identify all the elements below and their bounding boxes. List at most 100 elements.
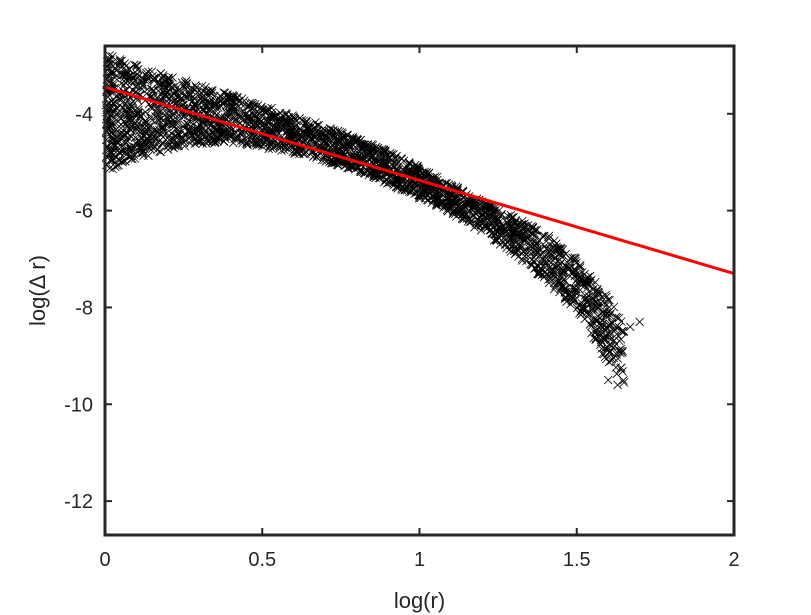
scatter-point [108, 98, 118, 108]
scatter-point [122, 119, 131, 128]
scatter-point [283, 145, 293, 154]
scatter-point [496, 210, 506, 219]
scatter-point [118, 157, 127, 167]
scatter-point [318, 124, 328, 134]
scatter-point [105, 163, 115, 173]
scatter-point [164, 118, 174, 128]
scatter-point [126, 151, 136, 161]
scatter-point [603, 375, 613, 385]
scatter-point [618, 346, 627, 356]
scatter-point [161, 82, 170, 92]
scatter-point [452, 207, 461, 217]
scatter-point [208, 86, 217, 95]
scatter-point [572, 284, 581, 294]
scatter-point [147, 104, 157, 113]
scatter-point [288, 132, 298, 142]
scatter-point [515, 241, 525, 250]
scatter-point [285, 117, 294, 126]
scatter-point [542, 270, 552, 279]
scatter-point [138, 73, 147, 83]
scatter-point [364, 143, 373, 153]
scatter-point [493, 220, 502, 230]
scatter-point [345, 140, 355, 149]
scatter-point [543, 270, 553, 279]
scatter-point [584, 287, 594, 296]
scatter-point [465, 214, 474, 223]
scatter-point [530, 225, 539, 235]
scatter-point [162, 108, 172, 118]
scatter-point [165, 79, 174, 89]
scatter-point [562, 297, 571, 307]
scatter-point [290, 115, 300, 124]
scatter-point [399, 156, 409, 166]
scatter-point [137, 148, 147, 158]
scatter-point [536, 257, 546, 267]
scatter-point [112, 161, 122, 171]
scatter-point [166, 128, 176, 138]
scatter-point [243, 119, 253, 129]
scatter-point [350, 164, 360, 174]
scatter-point [476, 205, 485, 215]
scatter-point [149, 85, 158, 95]
scatter-point [497, 227, 506, 236]
scatter-point [133, 103, 143, 113]
scatter-point [522, 256, 531, 266]
scatter-point [424, 195, 433, 205]
scatter-point [254, 113, 263, 123]
scatter-point [449, 206, 459, 216]
scatter-point [154, 106, 163, 116]
scatter-point [215, 123, 225, 132]
scatter-point [200, 100, 209, 109]
scatter-point [225, 91, 234, 101]
scatter-point [244, 113, 253, 122]
scatter-point [215, 101, 225, 110]
scatter-point [591, 277, 600, 287]
scatter-point [271, 123, 281, 133]
scatter-point [593, 291, 603, 300]
scatter-point [329, 132, 339, 141]
scatter-point [346, 163, 356, 172]
scatter-point [596, 337, 606, 346]
scatter-point [444, 195, 454, 204]
scatter-point [611, 312, 621, 322]
scatter-point [533, 269, 542, 279]
x-tick-label: 1.5 [563, 549, 591, 571]
scatter-point [207, 86, 216, 95]
scatter-point [602, 322, 612, 332]
scatter-point [405, 166, 415, 176]
scatter-point [296, 132, 306, 142]
scatter-point [598, 349, 607, 359]
scatter-point [356, 167, 366, 177]
scatter-point [190, 139, 200, 148]
scatter-point [112, 103, 121, 113]
scatter-point [210, 138, 220, 148]
scatter-point [147, 84, 156, 94]
scatter-point [593, 287, 603, 297]
scatter-point [115, 147, 124, 157]
scatter-point [128, 154, 137, 164]
scatter-point [114, 160, 123, 170]
scatter-point [484, 202, 493, 211]
scatter-point [560, 294, 570, 304]
scatter-point [602, 292, 611, 302]
scatter-point [596, 330, 606, 339]
scatter-point [259, 122, 269, 132]
scatter-point [121, 77, 130, 87]
scatter-point [219, 137, 229, 146]
scatter-point [527, 221, 536, 231]
scatter-point [617, 327, 626, 336]
scatter-point [570, 296, 580, 305]
scatter-point [476, 213, 486, 223]
scatter-point [173, 125, 183, 135]
scatter-point [473, 220, 483, 229]
scatter-point [326, 124, 335, 133]
y-axis-label: log(Δ r) [25, 255, 50, 326]
scatter-point [419, 184, 428, 194]
scatter-point [341, 160, 350, 170]
scatter-point [304, 131, 314, 140]
scatter-point [599, 298, 609, 308]
scatter-point [138, 121, 148, 131]
scatter-point [150, 118, 160, 127]
scatter-point [142, 68, 151, 78]
scatter-point [140, 116, 150, 126]
